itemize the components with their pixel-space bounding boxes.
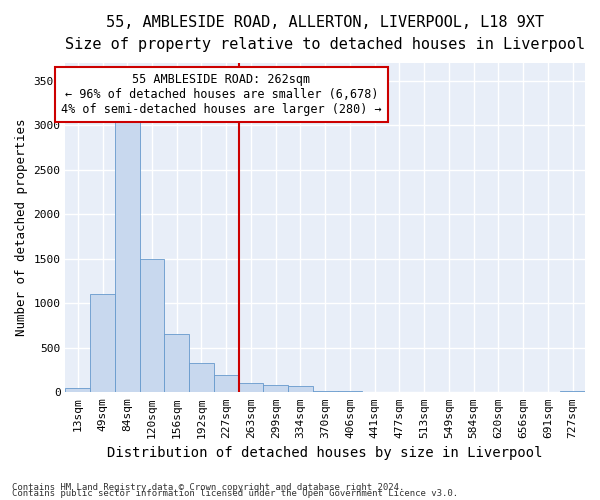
- Bar: [65, 388, 90, 392]
- Bar: [288, 386, 313, 392]
- Bar: [338, 391, 362, 392]
- Y-axis label: Number of detached properties: Number of detached properties: [15, 119, 28, 336]
- Bar: [263, 385, 288, 392]
- Bar: [214, 376, 239, 392]
- X-axis label: Distribution of detached houses by size in Liverpool: Distribution of detached houses by size …: [107, 446, 543, 460]
- Bar: [115, 88, 140, 392]
- Text: Contains public sector information licensed under the Open Government Licence v3: Contains public sector information licen…: [12, 489, 458, 498]
- Bar: [140, 259, 164, 392]
- Bar: [164, 334, 189, 392]
- Bar: [313, 390, 338, 392]
- Bar: [239, 384, 263, 392]
- Bar: [90, 294, 115, 392]
- Text: Contains HM Land Registry data © Crown copyright and database right 2024.: Contains HM Land Registry data © Crown c…: [12, 483, 404, 492]
- Title: 55, AMBLESIDE ROAD, ALLERTON, LIVERPOOL, L18 9XT
Size of property relative to de: 55, AMBLESIDE ROAD, ALLERTON, LIVERPOOL,…: [65, 15, 585, 52]
- Text: 55 AMBLESIDE ROAD: 262sqm
← 96% of detached houses are smaller (6,678)
4% of sem: 55 AMBLESIDE ROAD: 262sqm ← 96% of detac…: [61, 73, 382, 116]
- Bar: [189, 363, 214, 392]
